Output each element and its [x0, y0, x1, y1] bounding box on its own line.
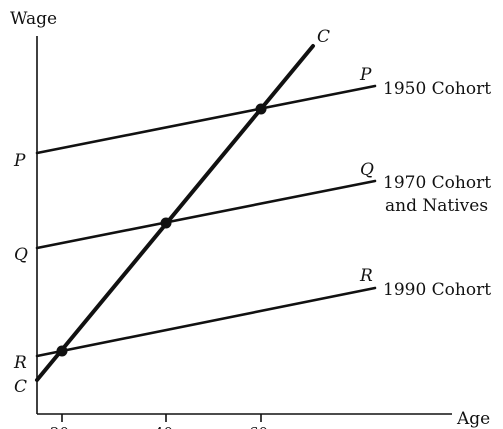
- intersection-1950-cohort: [255, 103, 267, 115]
- label-R-start: R: [13, 353, 27, 373]
- label-1970-cohort-line2: and Natives: [385, 196, 488, 216]
- line-1970-cohort: [35, 179, 377, 250]
- label-1970-cohort-line1: 1970 Cohort: [383, 173, 491, 193]
- label-R-end: R: [359, 266, 373, 286]
- x-tick-label-60: 60: [249, 424, 268, 429]
- label-1950-cohort: 1950 Cohort: [383, 79, 491, 99]
- y-axis-label: Wage: [10, 9, 57, 29]
- line-1990-cohort: [35, 286, 377, 358]
- intersection-1970-cohort: [160, 217, 172, 229]
- x-tick-label-20: 20: [50, 424, 69, 429]
- label-Q-end: Q: [360, 160, 374, 180]
- line-cross-section: [35, 44, 315, 382]
- x-tick-label-40: 40: [154, 424, 173, 429]
- x-axis-label: Age: [456, 409, 490, 429]
- line-1950-cohort: [35, 84, 377, 155]
- label-Q-start: Q: [14, 245, 28, 265]
- label-C-start: C: [14, 377, 27, 397]
- intersection-1990-cohort: [56, 345, 68, 357]
- label-C-end: C: [317, 27, 330, 47]
- label-1990-cohort: 1990 Cohort: [383, 280, 491, 300]
- label-P-start: P: [13, 151, 26, 171]
- label-P-end: P: [359, 65, 372, 85]
